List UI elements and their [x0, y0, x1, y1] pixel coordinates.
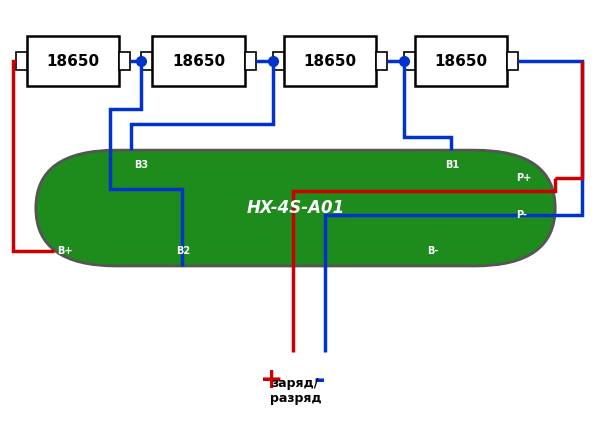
FancyBboxPatch shape: [27, 36, 119, 86]
FancyBboxPatch shape: [245, 52, 256, 70]
Text: HX-4S-A01: HX-4S-A01: [247, 199, 344, 217]
FancyBboxPatch shape: [404, 52, 415, 70]
Text: B2: B2: [176, 246, 190, 256]
Text: 18650: 18650: [435, 54, 488, 69]
Text: B1: B1: [445, 160, 459, 170]
Text: 18650: 18650: [303, 54, 356, 69]
Text: +: +: [260, 366, 284, 394]
FancyBboxPatch shape: [415, 36, 507, 86]
FancyBboxPatch shape: [152, 36, 245, 86]
Text: B+: B+: [57, 246, 72, 256]
FancyBboxPatch shape: [119, 52, 130, 70]
Text: заряд/
разряд: заряд/ разряд: [270, 378, 321, 405]
Text: B-: B-: [427, 246, 438, 256]
FancyBboxPatch shape: [273, 52, 284, 70]
FancyBboxPatch shape: [284, 36, 376, 86]
Text: 18650: 18650: [47, 54, 100, 69]
FancyBboxPatch shape: [36, 150, 555, 266]
Text: B3: B3: [134, 160, 149, 170]
Text: P-: P-: [516, 209, 527, 220]
Text: 18650: 18650: [172, 54, 225, 69]
FancyBboxPatch shape: [16, 52, 27, 70]
Text: -: -: [313, 366, 325, 394]
FancyBboxPatch shape: [141, 52, 152, 70]
FancyBboxPatch shape: [507, 52, 518, 70]
Text: P+: P+: [516, 173, 532, 183]
FancyBboxPatch shape: [376, 52, 387, 70]
